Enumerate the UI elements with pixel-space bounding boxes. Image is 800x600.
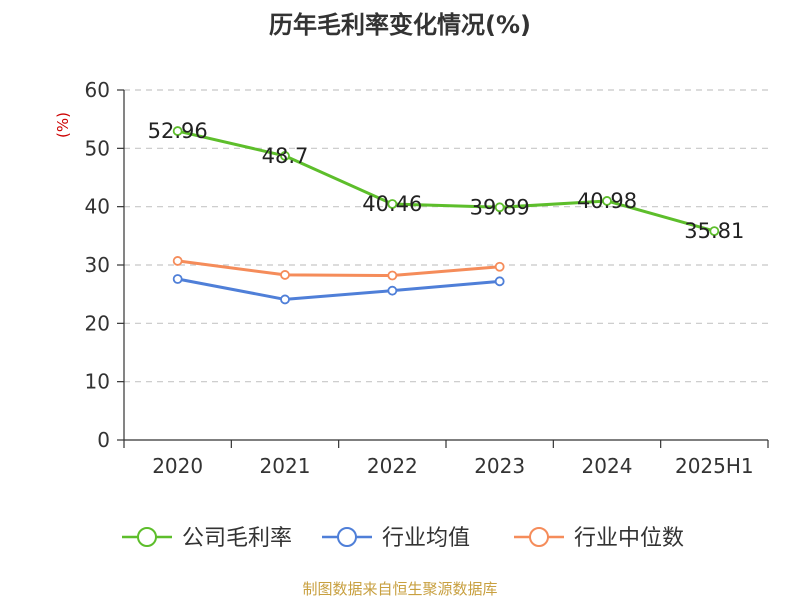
- data-point-2-2020: [172, 256, 183, 266]
- chart-title: 历年毛利率变化情况(%): [269, 11, 531, 39]
- y-tick-label-60: 60: [85, 78, 110, 102]
- data-point-0-2024: [602, 196, 612, 206]
- series-layer: [172, 126, 720, 305]
- grid-lines: [124, 89, 768, 383]
- x-tick-label-2022: 2022: [367, 454, 418, 478]
- y-axis-unit: (%): [54, 112, 72, 138]
- data-point-0-2020: [172, 126, 183, 136]
- series-1: [172, 274, 505, 305]
- y-tick-label-40: 40: [85, 195, 110, 219]
- data-labels: 52.96 48.7 40.46 39.89 40.98 35.81: [148, 119, 745, 243]
- x-tick-label-2025H1: 2025H1: [675, 454, 754, 478]
- x-tick-label-2021: 2021: [260, 454, 311, 478]
- legend: 公司毛利率 行业均值 行业中位数: [122, 526, 684, 551]
- data-label-2021: 48.7: [262, 144, 309, 168]
- data-point-0-2022: [387, 199, 398, 209]
- data-label-2020: 52.96: [148, 119, 208, 143]
- data-point-1-2023: [494, 276, 505, 287]
- data-point-2-2022: [387, 270, 398, 281]
- legend-item-2: 行业中位数: [514, 526, 684, 551]
- x-tick-label-2024: 2024: [582, 454, 633, 478]
- series-2: [172, 256, 505, 281]
- series-0: [172, 126, 720, 237]
- data-point-1-2022: [387, 285, 398, 296]
- data-label-2023: 39.89: [470, 195, 530, 219]
- y-tick-label-20: 20: [85, 311, 110, 335]
- legend-label-2: 行业中位数: [574, 526, 684, 551]
- y-tick-label-0: 0: [97, 428, 110, 452]
- data-label-2024: 40.98: [577, 189, 637, 213]
- data-point-0-2023: [494, 202, 505, 213]
- data-point-0-2021: [280, 151, 290, 161]
- axes: 0 10 20 30 40 50 60 2020 2021 2022 2023 2024 2025H1: [85, 78, 769, 478]
- legend-swatch-marker-0: [137, 527, 157, 547]
- data-point-1-2021: [280, 294, 290, 305]
- legend-item-0: 公司毛利率: [122, 526, 292, 551]
- x-tick-label-2023: 2023: [474, 454, 525, 478]
- series-line-0: [177, 129, 715, 233]
- data-point-2-2021: [280, 270, 290, 280]
- data-label-2022: 40.46: [362, 192, 422, 216]
- legend-item-1: 行业均值: [322, 526, 470, 551]
- legend-swatch-marker-1: [337, 527, 357, 547]
- y-tick-label-30: 30: [85, 253, 110, 277]
- series-line-2: [177, 259, 500, 277]
- data-point-0-2025H1: [709, 226, 720, 237]
- y-tick-label-50: 50: [85, 136, 110, 160]
- series-line-1: [177, 277, 500, 301]
- x-tick-label-2020: 2020: [152, 454, 203, 478]
- data-point-1-2020: [172, 274, 183, 284]
- source-note: 制图数据来自恒生聚源数据库: [302, 580, 497, 598]
- legend-label-0: 公司毛利率: [182, 526, 292, 551]
- y-tick-label-10: 10: [85, 370, 110, 394]
- data-label-2025H1: 35.81: [684, 219, 744, 243]
- data-point-2-2023: [494, 261, 505, 272]
- legend-swatch-marker-2: [529, 527, 549, 547]
- legend-label-1: 行业均值: [382, 526, 470, 551]
